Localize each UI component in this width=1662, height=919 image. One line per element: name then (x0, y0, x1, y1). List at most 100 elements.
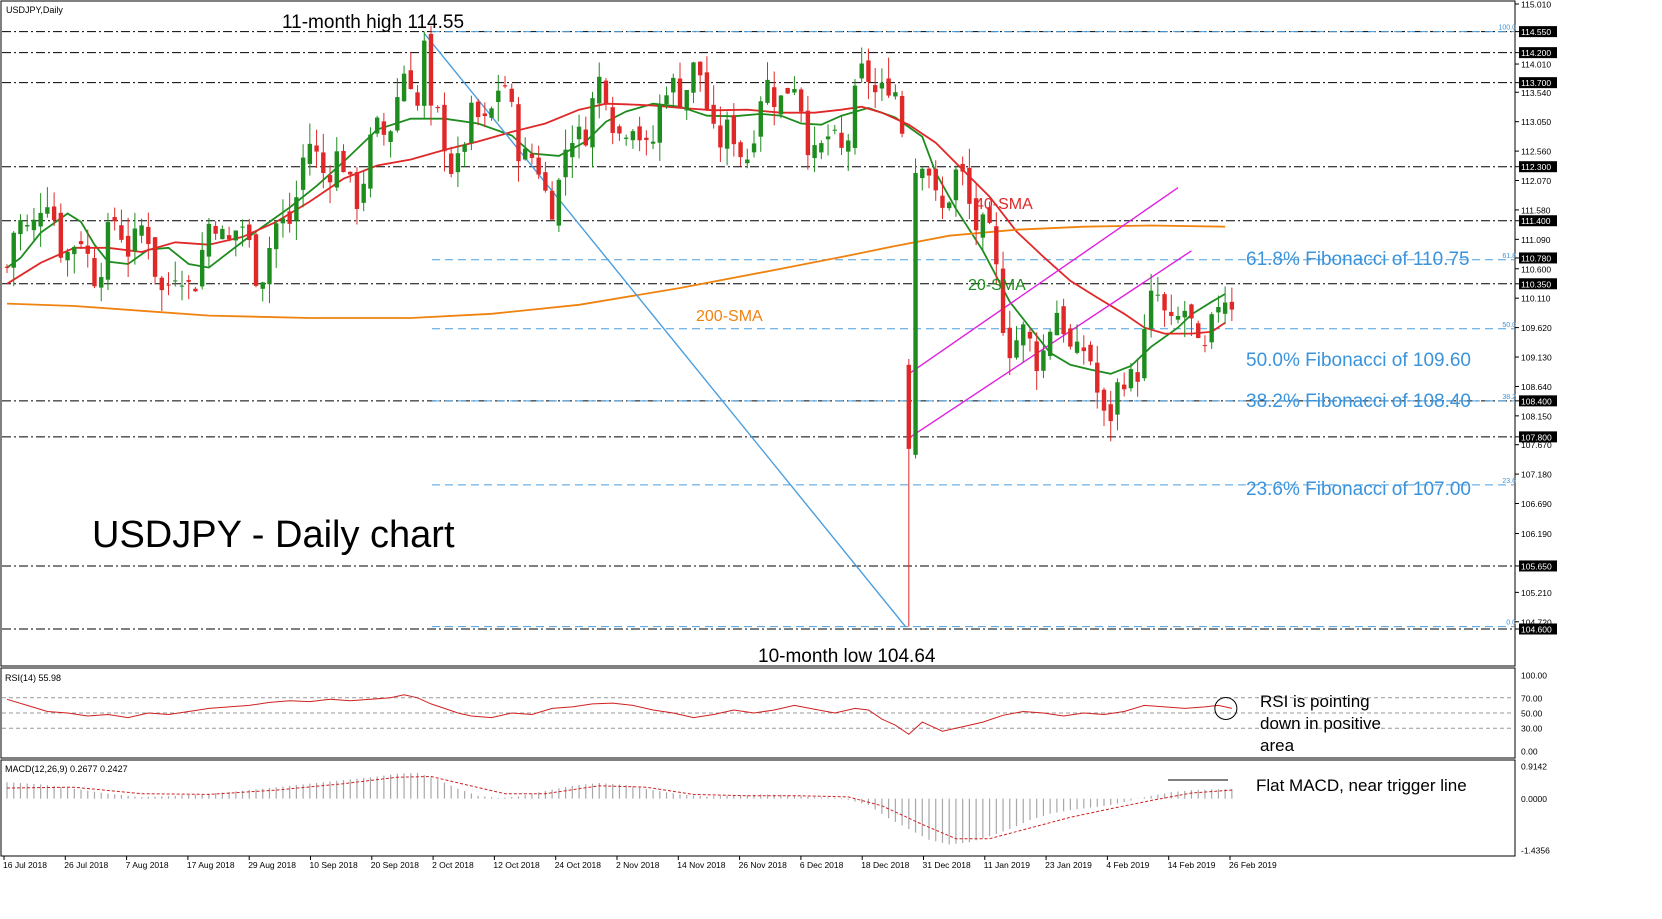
date-tick-label: 18 Dec 2018 (861, 860, 909, 870)
candle-body (926, 168, 932, 176)
candle-body (321, 152, 326, 174)
candle-body (213, 226, 218, 234)
candle-body (947, 202, 952, 209)
candle-body (51, 206, 57, 221)
candle-body (704, 72, 710, 110)
candle-body (287, 211, 292, 224)
price-tag-box (1519, 252, 1557, 264)
candle-body (314, 145, 319, 152)
candle-body (691, 62, 696, 93)
candle-body (354, 172, 360, 209)
candle-body (967, 167, 972, 204)
fib-50-label: 50.0% Fibonacci of 109.60 (1246, 350, 1471, 371)
price-tick-label: 104.600 (1521, 624, 1552, 634)
candle-body (509, 88, 514, 102)
rsi-indicator: 100.00 70.00 50.00 30.00 0.00 (2, 671, 1547, 757)
candle-body (146, 226, 151, 245)
fib-pct-5: 0.0 (1506, 620, 1516, 627)
candle-body (906, 364, 912, 449)
chart-title: USDJPY - Daily chart (92, 514, 455, 556)
candle-body (1189, 304, 1194, 319)
candle-body (374, 117, 380, 134)
candle-body (260, 282, 265, 289)
candle-body (307, 143, 313, 164)
candle-body (1074, 341, 1080, 353)
candle-body (267, 247, 272, 285)
candle-body (408, 70, 413, 90)
candle-body (45, 207, 50, 214)
candle-body (650, 141, 656, 144)
macd-label: MACD(12,26,9) 0.2677 0.2427 (5, 764, 128, 774)
fibonacci-lines: 100.0 61.8 50.0 38.2 23.6 0.0 (432, 25, 1516, 628)
rsi-note: RSI is pointing down in positive area (1260, 692, 1381, 755)
price-tag-box (1519, 278, 1557, 290)
candle-body (280, 218, 286, 224)
price-tag-box (1519, 560, 1557, 572)
candle-body (199, 249, 205, 287)
candle-body (206, 223, 212, 257)
price-tick-label: 108.400 (1521, 396, 1552, 406)
candle-body (671, 77, 676, 93)
date-tick-label: 31 Dec 2018 (923, 860, 971, 870)
candle-body (125, 235, 131, 257)
candle-body (798, 89, 804, 112)
candle-body (253, 234, 259, 286)
candle-body (475, 101, 481, 118)
candle-body (637, 126, 642, 141)
candle-body (765, 79, 770, 103)
candle-body (1034, 341, 1039, 372)
candle-body (610, 107, 615, 133)
candle-body (879, 82, 885, 89)
date-tick-label: 2 Nov 2018 (616, 860, 660, 870)
main-panel (0, 0, 1516, 667)
candle-body (1081, 347, 1086, 352)
candle-body (1021, 324, 1026, 346)
fib-pct-2: 50.0 (1502, 322, 1516, 329)
200-sma-line (6, 224, 1226, 319)
price-tick-label: 107.180 (1521, 470, 1552, 480)
date-tick-label: 6 Dec 2018 (800, 860, 844, 870)
price-tag-box (1519, 77, 1557, 89)
candle-body (489, 108, 494, 118)
candle-body (576, 126, 582, 140)
candle-body (220, 228, 225, 240)
date-tick-label: 17 Aug 2018 (187, 860, 235, 870)
candle-body (819, 143, 824, 153)
date-axis: 16 Jul 2018 26 Jul 2018 7 Aug 2018 17 Aug 2… (3, 856, 1277, 870)
candle-body (469, 102, 474, 144)
candlesticks (4, 25, 1235, 627)
candle-body (597, 76, 602, 104)
candle-body (92, 257, 97, 287)
candle-body (731, 115, 737, 145)
date-tick-label: 23 Jan 2019 (1045, 860, 1092, 870)
candle-body (1101, 389, 1107, 411)
price-tick-label: 110.600 (1521, 264, 1551, 274)
candle-body (549, 190, 555, 220)
candle-body (543, 172, 548, 191)
date-tick-label: 4 Feb 2019 (1106, 860, 1149, 870)
price-tag-box (1519, 215, 1557, 227)
candle-body (516, 104, 521, 162)
candle-body (152, 237, 158, 277)
candle-body (792, 89, 797, 93)
candle-body (24, 224, 30, 227)
price-tick-label: 113.700 (1521, 78, 1551, 88)
candle-body (994, 226, 999, 265)
rsi-panel (0, 667, 1516, 759)
candle-body (785, 87, 790, 94)
candle-body (1135, 372, 1140, 382)
price-tick-label: 113.050 (1521, 117, 1551, 127)
price-tick-label: 112.560 (1521, 147, 1551, 157)
rsi-tick-label: 50.00 (1521, 709, 1543, 719)
candle-body (38, 212, 43, 227)
candle-body (644, 137, 649, 140)
candle-body (1095, 362, 1100, 393)
candle-body (1027, 331, 1033, 339)
date-tick-label: 26 Nov 2018 (739, 860, 787, 870)
candle-body (1047, 331, 1053, 357)
candle-body (1068, 328, 1073, 347)
price-tag-box (1519, 431, 1557, 443)
candle-body (1229, 301, 1235, 310)
rsi-tick-label: 70.00 (1521, 693, 1543, 703)
